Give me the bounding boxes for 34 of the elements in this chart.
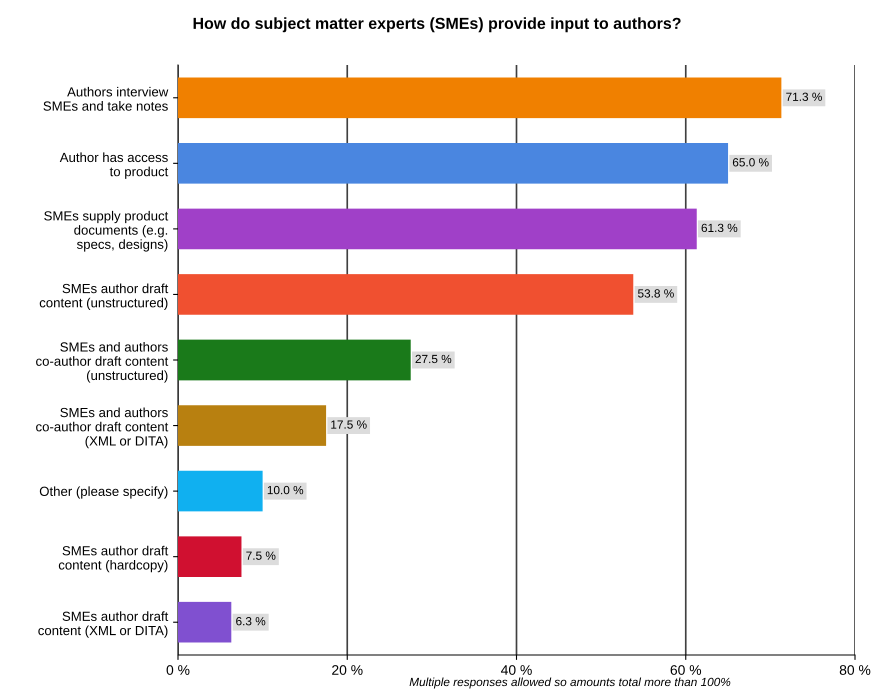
x-tick-label: 40 %: [500, 665, 532, 675]
data-label: 53.8 %: [638, 289, 674, 298]
bar: [178, 602, 232, 643]
y-tick-label: Authors interview SMEs and take notes: [43, 86, 168, 111]
bar: [178, 536, 242, 577]
y-tick-label: Author has access to product: [60, 152, 168, 179]
data-label: 71.3 %: [786, 92, 822, 101]
data-label: 10.0 %: [268, 486, 304, 494]
y-tick-label: SMEs and authors co-author draft content (XML or DITA): [36, 408, 168, 448]
x-tick-label: 20 %: [332, 665, 363, 675]
data-label: 6.3 %: [236, 617, 266, 626]
data-label: 7.5 %: [246, 552, 276, 560]
bar: [178, 77, 782, 118]
bar: [178, 274, 634, 315]
data-label: 17.5 %: [331, 420, 367, 429]
x-tick-label: 80 %: [840, 665, 870, 675]
y-tick-label: SMEs author draft content (hardcopy): [58, 546, 168, 572]
bar: [178, 143, 728, 184]
bar: [178, 470, 263, 512]
bar: [178, 208, 697, 250]
y-tick-label: SMEs author draft content (XML or DITA): [38, 611, 168, 638]
data-label: 61.3 %: [702, 224, 738, 232]
data-label: 27.5 %: [416, 354, 452, 364]
y-tick-label: Other (please specify): [40, 486, 168, 499]
data-label: 65.0 %: [732, 158, 769, 166]
x-tick-label: 60 %: [670, 665, 702, 675]
chart-title: How do subject matter experts (SMEs) provide input to authors?: [194, 17, 681, 32]
x-tick-label: 0 %: [166, 665, 190, 675]
text: Multiple responses allowed so amounts total more than 100%: [410, 677, 730, 689]
bar: [178, 405, 326, 446]
bar: [178, 340, 411, 380]
y-tick-label: SMEs supply product documents (e.g. specs, designs): [44, 210, 168, 252]
y-tick-label: SMEs author draft content (unstructured): [40, 284, 168, 310]
y-tick-label: SMEs and authors co-author draft content (unstructured): [36, 342, 168, 383]
